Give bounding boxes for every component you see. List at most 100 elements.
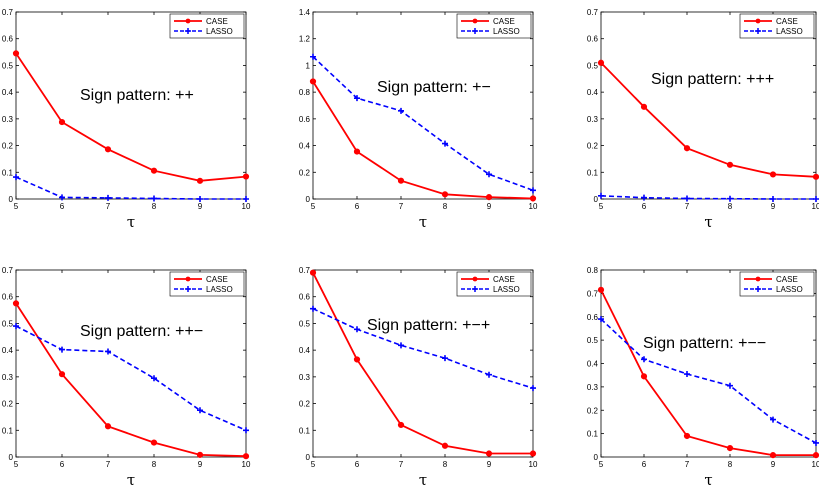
case-point <box>769 452 777 459</box>
lasso-point <box>59 346 65 353</box>
y-tick-label: 0.1 <box>2 168 14 177</box>
case-point <box>441 442 449 449</box>
x-tick-label: 8 <box>728 460 733 469</box>
x-tick-label: 6 <box>642 202 647 211</box>
lasso-point <box>770 196 776 202</box>
legend-case-marker <box>755 276 761 282</box>
legend-lasso-label: LASSO <box>776 285 803 294</box>
case-point <box>196 177 204 184</box>
x-tick-label: 8 <box>152 460 157 469</box>
lasso-point <box>105 194 111 201</box>
case-point <box>640 103 648 110</box>
case-point <box>12 50 20 57</box>
y-tick-label: 0.2 <box>587 406 599 415</box>
case-point <box>640 373 648 380</box>
lasso-point <box>727 195 733 202</box>
lasso-line <box>600 195 816 200</box>
lasso-point <box>354 95 360 102</box>
axes-box <box>312 11 534 200</box>
case-point <box>309 78 317 85</box>
lasso-point <box>684 195 690 202</box>
legend-box <box>739 13 815 39</box>
legend-lasso-marker <box>185 286 191 292</box>
x-tick-label: 7 <box>399 460 404 469</box>
case-point <box>683 145 691 152</box>
case-point <box>353 148 361 155</box>
legend-case-marker <box>185 18 191 24</box>
sign-pattern-label: Sign pattern: +−− <box>643 335 766 352</box>
lasso-point <box>813 439 819 446</box>
case-point <box>597 59 605 66</box>
x-tick-label: 10 <box>242 460 251 469</box>
x-axis-label: τ <box>419 471 427 487</box>
legend-box <box>456 13 532 39</box>
y-tick-label: 0.5 <box>587 61 599 70</box>
y-tick-label: 0.8 <box>587 266 599 275</box>
x-tick-label: 7 <box>685 202 690 211</box>
case-point <box>485 194 493 201</box>
case-line <box>15 52 247 182</box>
legend-case-label: CASE <box>493 275 515 284</box>
lasso-point <box>13 174 19 181</box>
x-tick-label: 9 <box>198 202 203 211</box>
lasso-point <box>398 342 404 349</box>
x-tick-label: 8 <box>443 460 448 469</box>
y-tick-label: 0 <box>594 195 599 204</box>
legend-case-label: CASE <box>206 275 228 284</box>
lasso-point <box>442 140 448 147</box>
lasso-point <box>813 196 819 202</box>
y-tick-label: 0.3 <box>587 383 599 392</box>
sign-pattern-label: Sign pattern: +−+ <box>367 317 490 334</box>
legend-case-marker <box>472 18 478 24</box>
case-point <box>683 432 691 440</box>
lasso-point <box>486 171 492 178</box>
y-tick-label: 0.5 <box>299 319 311 328</box>
x-tick-label: 5 <box>311 202 316 211</box>
y-tick-label: 0.6 <box>2 35 14 44</box>
case-point <box>104 146 112 153</box>
lasso-point <box>310 53 316 60</box>
lasso-point <box>197 407 203 414</box>
y-tick-label: 0 <box>594 453 599 462</box>
lasso-point <box>105 348 111 355</box>
legend-lasso-marker <box>472 286 478 292</box>
lasso-point <box>530 385 536 392</box>
x-tick-label: 9 <box>487 460 492 469</box>
case-point <box>812 173 819 180</box>
x-tick-label: 8 <box>443 202 448 211</box>
y-tick-label: 1.2 <box>299 35 311 44</box>
lasso-point <box>398 107 404 114</box>
lasso-point <box>59 194 65 201</box>
case-point <box>58 371 66 378</box>
axes-box <box>600 269 817 458</box>
axes-box <box>312 269 534 458</box>
x-axis-label: τ <box>127 213 135 231</box>
y-tick-label: 0.7 <box>299 266 311 275</box>
x-tick-label: 6 <box>355 202 360 211</box>
y-tick-label: 0.2 <box>587 142 599 151</box>
case-point <box>150 439 158 446</box>
x-tick-label: 5 <box>599 460 604 469</box>
lasso-line <box>15 176 246 200</box>
lasso-line <box>15 325 247 432</box>
y-tick-label: 0.5 <box>2 319 14 328</box>
legend-lasso-marker <box>185 28 191 34</box>
case-line <box>312 81 534 200</box>
y-tick-label: 0.3 <box>2 373 14 382</box>
sign-pattern-label: Sign pattern: ++− <box>80 323 203 340</box>
legend-box <box>739 271 815 297</box>
x-tick-label: 5 <box>311 460 316 469</box>
y-tick-label: 0.8 <box>299 88 311 97</box>
x-tick-label: 10 <box>529 202 538 211</box>
x-tick-label: 9 <box>771 202 776 211</box>
legend-lasso-label: LASSO <box>493 27 520 36</box>
case-point <box>485 450 493 457</box>
lasso-point <box>598 316 604 323</box>
case-point <box>58 118 66 126</box>
